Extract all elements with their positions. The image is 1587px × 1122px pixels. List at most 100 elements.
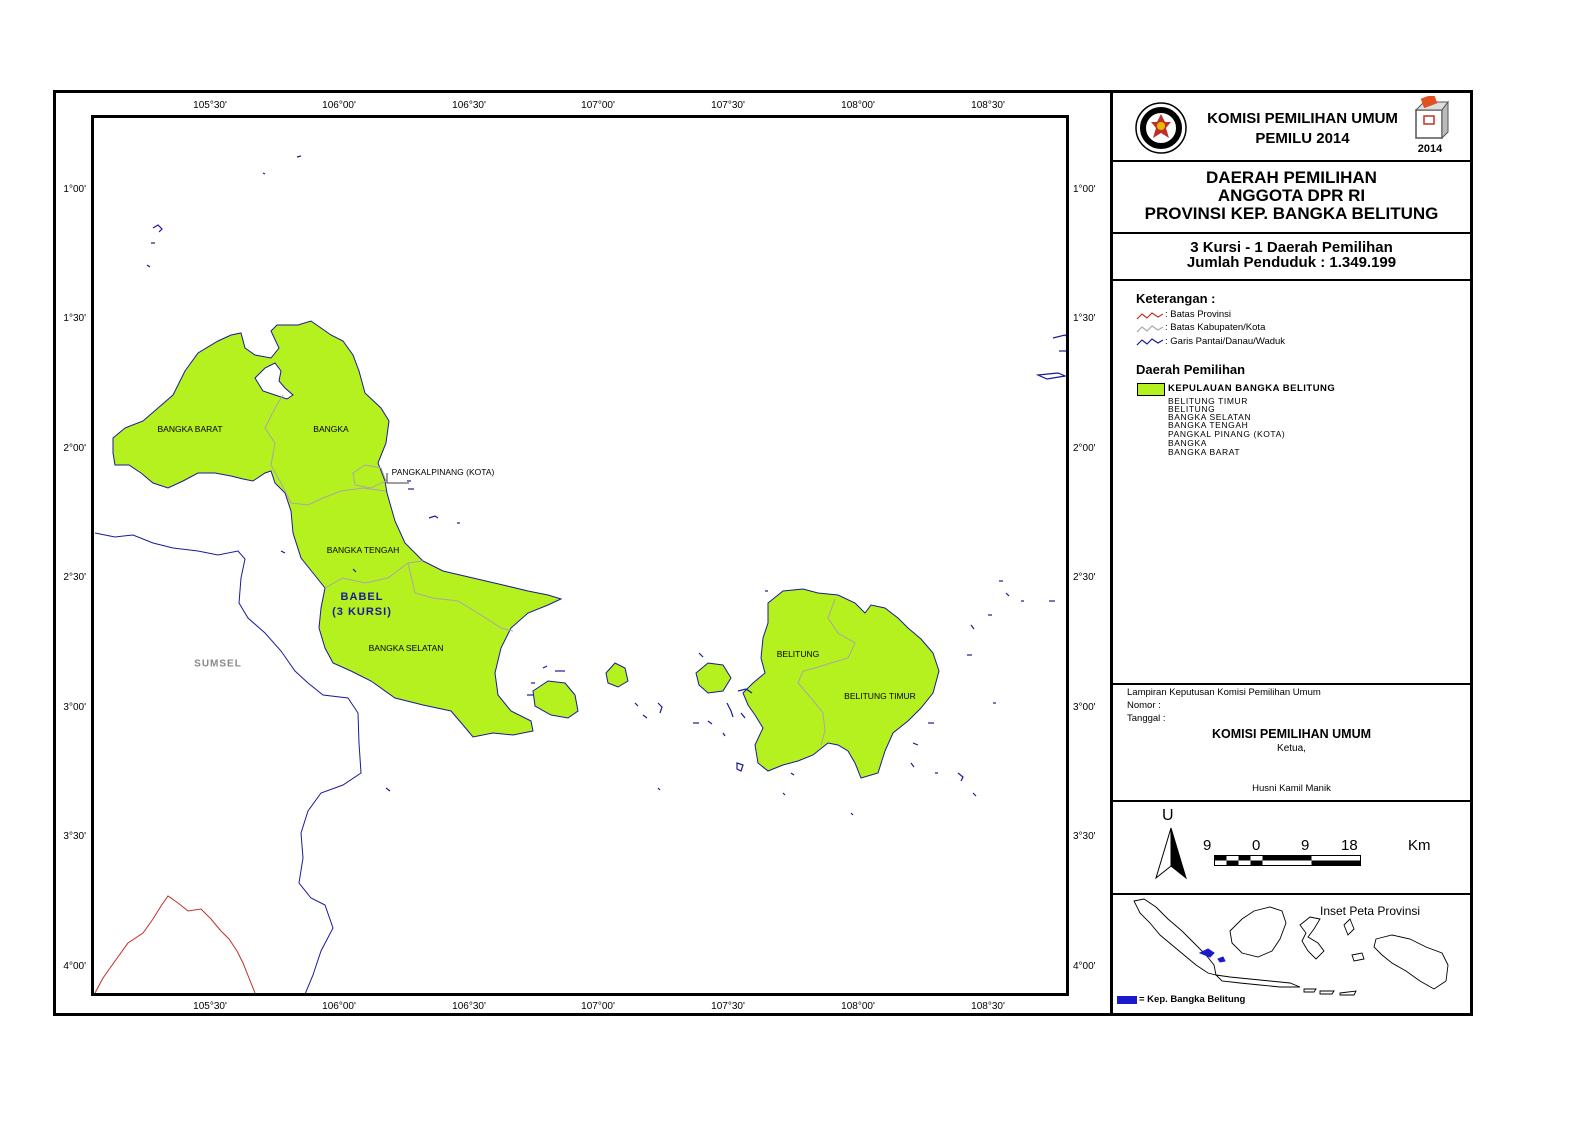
kabupaten-border — [290, 487, 387, 506]
lon-tick-top: 107°30' — [711, 100, 745, 111]
label-sumsel: SUMSEL — [194, 658, 242, 670]
info-panel — [1110, 93, 1470, 1013]
lon-tick-bottom: 107°30' — [711, 1001, 745, 1012]
lon-tick-top: 108°30' — [971, 100, 1005, 111]
dapil-swatch — [1137, 383, 1165, 396]
label-bangka-barat: BANGKA BARAT — [157, 424, 223, 434]
north-label: U — [1162, 807, 1174, 824]
signature-name: Husni Kamil Manik — [1252, 783, 1331, 794]
bangka-island[interactable] — [112, 320, 563, 738]
label-babel-seats: (3 KURSI) — [332, 606, 392, 618]
divider — [1113, 232, 1470, 234]
kabupaten-item: PANGKAL PINANG (KOTA) — [1168, 429, 1286, 439]
legend-item-kabupaten-border: : Batas Kabupaten/Kota — [1165, 322, 1266, 333]
legend-item-province-border: : Batas Provinsi — [1165, 309, 1231, 320]
kabupaten-item: BELITUNG — [1168, 404, 1216, 414]
scale-tick: 18 — [1341, 837, 1358, 854]
title-line1: DAERAH PEMILIHAN — [1206, 168, 1377, 187]
lat-tick-left: 2°30' — [63, 572, 86, 583]
divider — [1113, 800, 1470, 802]
signature-role: Ketua, — [1277, 743, 1306, 754]
lon-tick-top: 107°00' — [581, 100, 615, 111]
kabupaten-border — [264, 394, 292, 504]
sumatra-coastline — [94, 532, 362, 993]
label-belitung-timur: BELITUNG TIMUR — [844, 691, 916, 701]
lat-tick-right: 4°00' — [1073, 961, 1096, 972]
label-bangka-tengah: BANGKA TENGAH — [326, 545, 400, 555]
legend-line-swatches — [1136, 312, 1164, 346]
summary-seats: 3 Kursi - 1 Daerah Pemilihan — [1190, 239, 1393, 256]
legend-heading: Keterangan : — [1136, 291, 1216, 306]
north-arrow-icon — [1155, 827, 1187, 880]
lepar-island[interactable] — [532, 680, 579, 719]
lat-tick-right: 2°30' — [1073, 572, 1096, 583]
inset-legend-swatch — [1117, 996, 1137, 1004]
lampiran-text: Lampiran Keputusan Komisi Pemilihan Umum — [1127, 687, 1321, 698]
pangkalpinang-leader — [386, 473, 409, 484]
lon-tick-bottom: 105°30' — [193, 1001, 227, 1012]
dapil-name: KEPULAUAN BANGKA BELITUNG — [1168, 383, 1336, 394]
lat-tick-right: 1°00' — [1073, 184, 1096, 195]
kabupaten-border — [324, 560, 424, 589]
kabupaten-item: BANGKA BARAT — [1168, 447, 1241, 457]
label-pangkalpinang: PANGKALPINANG (KOTA) — [391, 467, 495, 477]
lon-tick-top: 105°30' — [193, 100, 227, 111]
main-map[interactable] — [94, 118, 1069, 996]
header-agency: KOMISI PEMILIHAN UMUM — [1207, 110, 1398, 127]
inset-map — [1133, 898, 1449, 996]
inset-title: Inset Peta Provinsi — [1320, 904, 1421, 918]
lat-tick-right: 1°30' — [1073, 313, 1096, 324]
scale-tick: 0 — [1252, 837, 1261, 854]
title-line3: PROVINSI KEP. BANGKA BELITUNG — [1144, 204, 1439, 223]
lon-tick-top: 106°30' — [452, 100, 486, 111]
label-babel: BABEL — [340, 591, 384, 603]
lat-tick-right: 3°00' — [1073, 702, 1096, 713]
label-bangka: BANGKA — [313, 424, 349, 434]
kabupaten-item: BANGKA — [1168, 438, 1208, 448]
divider — [1113, 279, 1470, 281]
scale-bar — [1214, 855, 1361, 866]
divider — [1113, 893, 1470, 895]
legend-item-coastline: : Garis Pantai/Danau/Waduk — [1165, 336, 1286, 347]
lat-tick-left: 3°30' — [63, 831, 86, 842]
signature-org: KOMISI PEMILIHAN UMUM — [1211, 727, 1372, 741]
belitung-island[interactable] — [742, 588, 940, 779]
scale-tick: 9 — [1301, 837, 1310, 854]
province-border — [94, 895, 256, 993]
title-line2: ANGGOTA DPR RI — [1217, 186, 1366, 205]
lat-tick-left: 1°30' — [63, 313, 86, 324]
lat-tick-left: 3°00' — [63, 702, 86, 713]
divider — [1113, 160, 1470, 162]
kabupaten-border — [352, 464, 387, 489]
lat-tick-left: 2°00' — [63, 443, 86, 454]
tanggal-field: Tanggal : — [1127, 713, 1166, 724]
lon-tick-bottom: 108°30' — [971, 1001, 1005, 1012]
lat-tick-right: 2°00' — [1073, 443, 1096, 454]
kabupaten-border — [797, 598, 856, 746]
map-sheet-frame — [53, 90, 1473, 1016]
lon-tick-bottom: 106°00' — [322, 1001, 356, 1012]
map-frame[interactable]: BANGKA BARAT BANGKA PANGKALPINANG (KOTA)… — [91, 115, 1069, 996]
kabupaten-item: BELITUNG TIMUR — [1168, 396, 1249, 406]
inset-legend-label: = Kep. Bangka Belitung — [1139, 994, 1246, 1005]
summary-population: Jumlah Penduduk : 1.349.199 — [1186, 254, 1397, 271]
kabupaten-item: BANGKA SELATAN — [1168, 412, 1252, 422]
lon-tick-bottom: 106°30' — [452, 1001, 486, 1012]
lat-tick-left: 4°00' — [63, 961, 86, 972]
ballot-box-icon — [1414, 96, 1449, 140]
lat-tick-right: 3°30' — [1073, 831, 1096, 842]
nomor-field: Nomor : — [1127, 700, 1161, 711]
scale-tick: 9 — [1203, 837, 1212, 854]
small-island[interactable] — [605, 662, 629, 688]
lon-tick-bottom: 108°00' — [841, 1001, 875, 1012]
label-belitung: BELITUNG — [776, 649, 820, 659]
badge-year: 2014 — [1417, 143, 1443, 155]
kabupaten-item: BANGKA TENGAH — [1168, 420, 1249, 430]
header-election: PEMILU 2014 — [1255, 130, 1350, 147]
lon-tick-top: 108°00' — [841, 100, 875, 111]
mendanau-island[interactable] — [695, 662, 732, 694]
bangka-north-bay — [254, 362, 294, 400]
small-islands — [146, 155, 1066, 816]
label-bangka-selatan: BANGKA SELATAN — [368, 643, 444, 653]
kpu-logo — [1135, 102, 1187, 154]
